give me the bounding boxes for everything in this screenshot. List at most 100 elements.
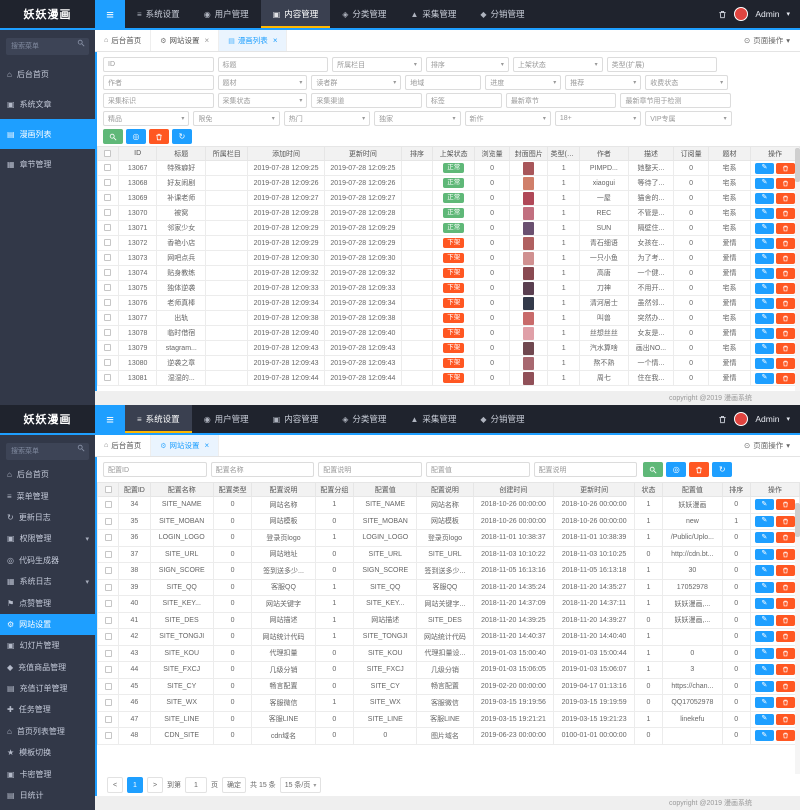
- delete-button[interactable]: [776, 312, 795, 324]
- row-checkbox[interactable]: [104, 649, 112, 657]
- filter-select[interactable]: 新作 ▾: [464, 111, 551, 126]
- edit-button[interactable]: ✎: [754, 532, 774, 544]
- delete-button[interactable]: [775, 581, 795, 593]
- sidebar-item[interactable]: ▦ 章节管理: [0, 149, 95, 179]
- trash-icon[interactable]: [718, 415, 727, 424]
- menu-item-1[interactable]: ≡ 系统设置: [125, 405, 192, 433]
- delete-button[interactable]: [775, 598, 795, 610]
- filter-select[interactable]: 限免 ▾: [193, 111, 280, 126]
- menu-item-2[interactable]: ◉ 用户管理: [192, 405, 261, 433]
- filter-input[interactable]: 配置说明: [318, 462, 422, 477]
- edit-button[interactable]: ✎: [754, 713, 774, 725]
- delete-button[interactable]: [776, 192, 795, 204]
- locate-button[interactable]: ◎: [666, 462, 687, 477]
- delete-button[interactable]: [776, 207, 795, 219]
- filter-input[interactable]: ID: [103, 57, 214, 72]
- edit-button[interactable]: ✎: [755, 357, 774, 369]
- search-button[interactable]: [643, 462, 664, 477]
- delete-button[interactable]: [776, 282, 795, 294]
- menu-item-4[interactable]: ◈ 分类管理: [330, 0, 398, 28]
- delete-button[interactable]: [775, 614, 795, 626]
- close-icon[interactable]: ×: [272, 36, 278, 45]
- delete-button[interactable]: [775, 730, 795, 742]
- sidebar-item[interactable]: ◎ 代码生成器: [0, 550, 95, 571]
- search-button[interactable]: [103, 129, 123, 144]
- refresh-button[interactable]: ↻: [712, 462, 733, 477]
- filter-select[interactable]: 推荐 ▾: [565, 75, 642, 90]
- filter-input[interactable]: 最新章节: [505, 93, 617, 108]
- per-page-select[interactable]: 15 条/页 ▾: [279, 777, 322, 793]
- delete-button[interactable]: [776, 162, 795, 174]
- edit-button[interactable]: ✎: [755, 237, 774, 249]
- filter-input[interactable]: 标题: [217, 57, 329, 72]
- delete-button[interactable]: [776, 252, 795, 264]
- delete-button[interactable]: [776, 222, 795, 234]
- edit-button[interactable]: ✎: [754, 499, 774, 511]
- filter-select[interactable]: VIP专属 ▾: [645, 111, 732, 126]
- delete-button[interactable]: [775, 680, 795, 692]
- row-checkbox[interactable]: [104, 209, 112, 217]
- sidebar-item[interactable]: ◆ 充值商品管理: [0, 657, 95, 678]
- edit-button[interactable]: ✎: [754, 664, 774, 676]
- delete-button[interactable]: [776, 297, 795, 309]
- row-checkbox[interactable]: [104, 501, 112, 509]
- edit-button[interactable]: ✎: [754, 680, 774, 692]
- delete-button[interactable]: [775, 548, 795, 560]
- sidebar-item[interactable]: ▣ 系统文章: [0, 89, 95, 119]
- vertical-scrollbar[interactable]: [795, 148, 800, 391]
- refresh-button[interactable]: ↻: [172, 129, 192, 144]
- menu-item-6[interactable]: ◆ 分销管理: [468, 0, 536, 28]
- delete-button[interactable]: [776, 357, 795, 369]
- filter-input[interactable]: 作者: [103, 75, 214, 90]
- filter-select[interactable]: 精品 ▾: [103, 111, 190, 126]
- row-checkbox[interactable]: [104, 314, 112, 322]
- sidebar-item[interactable]: ▤ 日统计: [0, 785, 95, 806]
- filter-select[interactable]: 采集状态 ▾: [217, 93, 308, 108]
- menu-item-5[interactable]: ▲ 采集管理: [398, 0, 468, 28]
- edit-button[interactable]: ✎: [755, 267, 774, 279]
- sidebar-item[interactable]: ▣ 权限管理 ▾: [0, 528, 95, 549]
- row-checkbox[interactable]: [104, 344, 112, 352]
- row-checkbox[interactable]: [104, 179, 112, 187]
- sidebar-item[interactable]: ⌂ 后台首页: [0, 59, 95, 89]
- tab-item[interactable]: ⌂ 后台首页: [95, 435, 152, 456]
- filter-select[interactable]: 独家 ▾: [374, 111, 461, 126]
- edit-button[interactable]: ✎: [755, 312, 774, 324]
- filter-input[interactable]: 标签: [425, 93, 502, 108]
- delete-button[interactable]: [776, 342, 795, 354]
- row-checkbox[interactable]: [104, 239, 112, 247]
- edit-button[interactable]: ✎: [755, 192, 774, 204]
- filter-select[interactable]: 所属栏目 ▾: [332, 57, 422, 72]
- row-checkbox[interactable]: [104, 374, 112, 382]
- filter-input[interactable]: 配置说明: [533, 462, 638, 477]
- filter-input[interactable]: 配置值: [425, 462, 530, 477]
- edit-button[interactable]: ✎: [754, 565, 774, 577]
- row-checkbox[interactable]: [104, 550, 112, 558]
- edit-button[interactable]: ✎: [755, 162, 774, 174]
- row-checkbox[interactable]: [104, 224, 112, 232]
- sidebar-item[interactable]: ≡ 菜单管理: [0, 485, 95, 506]
- tab-item[interactable]: ⌂ 后台首页: [95, 30, 152, 51]
- delete-button[interactable]: [775, 631, 795, 643]
- row-checkbox[interactable]: [104, 269, 112, 277]
- row-checkbox[interactable]: [104, 329, 112, 337]
- sidebar-item[interactable]: ⚑ 点赞管理: [0, 592, 95, 613]
- row-checkbox[interactable]: [104, 715, 112, 723]
- sidebar-item[interactable]: ★ 模板切换: [0, 742, 95, 763]
- goto-page-input[interactable]: 1: [185, 777, 207, 793]
- edit-button[interactable]: ✎: [754, 548, 774, 560]
- row-checkbox[interactable]: [104, 633, 112, 641]
- sidebar-item[interactable]: ▣ 幻灯片管理: [0, 635, 95, 656]
- sidebar-search-input[interactable]: [6, 38, 89, 55]
- delete-button[interactable]: [775, 647, 795, 659]
- row-checkbox[interactable]: [104, 284, 112, 292]
- locate-button[interactable]: ◎: [126, 129, 146, 144]
- delete-button[interactable]: [776, 177, 795, 189]
- row-checkbox[interactable]: [104, 254, 112, 262]
- row-checkbox[interactable]: [104, 517, 112, 525]
- next-page-button[interactable]: >: [147, 777, 163, 793]
- scrollbar-thumb[interactable]: [795, 148, 800, 182]
- menu-item-4[interactable]: ◈ 分类管理: [330, 405, 398, 433]
- filter-input[interactable]: 采集标识: [103, 93, 214, 108]
- hamburger-icon[interactable]: ≡: [95, 405, 125, 433]
